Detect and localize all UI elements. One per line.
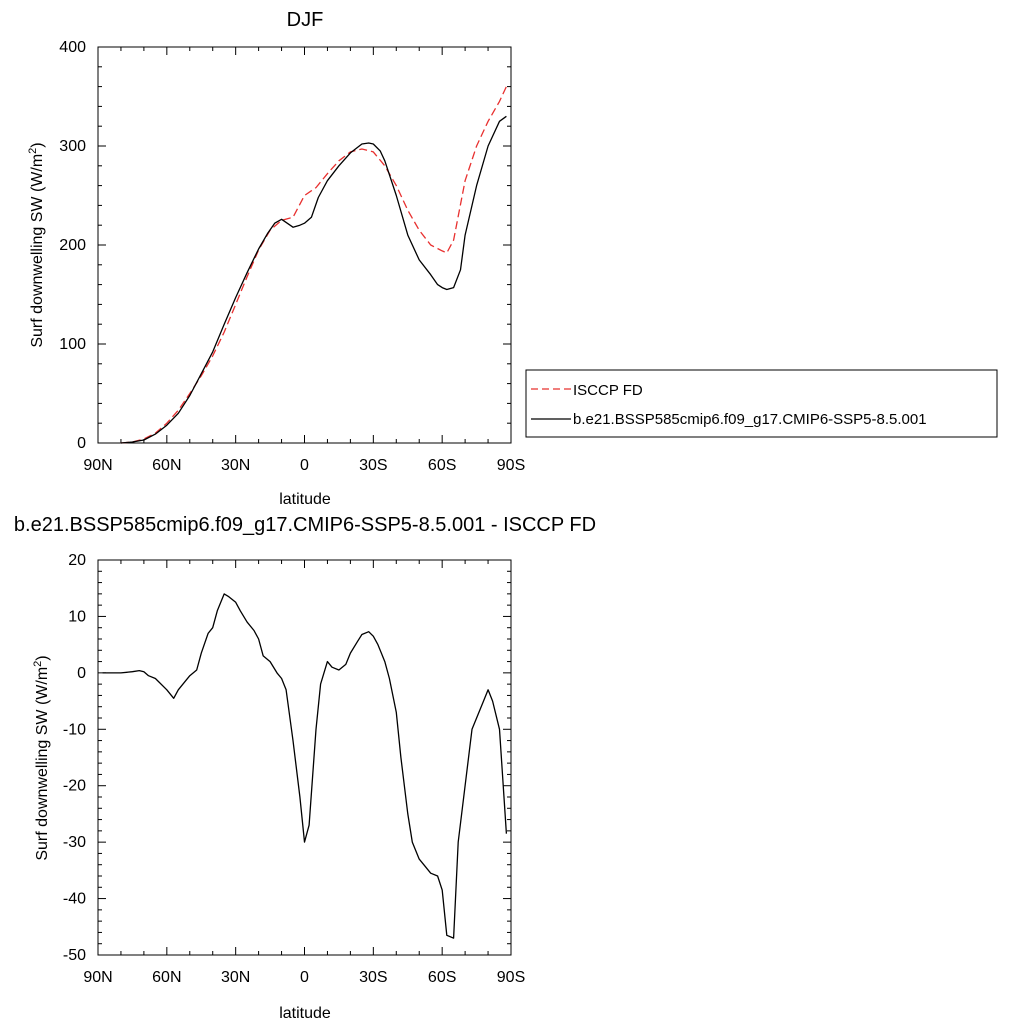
panel-bottom-y-axis-title: Surf downwelling SW (W/m2) [32, 655, 51, 860]
panel-top-y-tick-label: 100 [59, 336, 86, 353]
panel-bottom-y-axis-title-main: Surf downwelling SW (W/m [34, 667, 51, 861]
panel-bottom-y-axis-title-sup: 2 [32, 661, 44, 667]
legend-label-isccp: ISCCP FD [573, 382, 643, 399]
panel-bottom-plot-frame [97, 559, 512, 956]
panel-bottom-x-tick-label: 30N [221, 969, 250, 986]
panel-bottom-x-axis-title: latitude [279, 1005, 331, 1022]
legend-label-model: b.e21.BSSP585cmip6.f09_g17.CMIP6-SSP5-8.… [573, 411, 927, 428]
panel-top-x-axis-title: latitude [279, 491, 331, 508]
panel-bottom-series-line-0 [102, 593, 508, 939]
panel-top-x-tick-label: 0 [300, 457, 309, 474]
panel-bottom-x-tick-label: 90N [83, 969, 112, 986]
panel-bottom-y-tick-label: -40 [63, 891, 86, 908]
panel-top-y-axis-title-main: Surf downwelling SW (W/m [29, 154, 46, 348]
panel-bottom-y-tick-label: 0 [77, 665, 86, 682]
panel-bottom-x-tick-label: 60N [152, 969, 181, 986]
panel-top-y-axis-title-close: ) [29, 142, 46, 147]
panel-top-series-line-0 [120, 86, 507, 444]
panel-bottom-x-tick-label: 90S [497, 969, 525, 986]
panel-top-x-tick-label: 60N [152, 457, 181, 474]
panel-bottom-y-tick-label: -20 [63, 778, 86, 795]
panel-bottom-y-tick-label: -10 [63, 721, 86, 738]
panel-bottom-title: b.e21.BSSP585cmip6.f09_g17.CMIP6-SSP5-8.… [14, 514, 596, 536]
panel-top-x-tick-label: 30S [359, 457, 387, 474]
panel-bottom-x-tick-label: 0 [300, 969, 309, 986]
panel-bottom: b.e21.BSSP585cmip6.f09_g17.CMIP6-SSP5-8.… [14, 514, 596, 1022]
panel-top-series-line-1 [120, 115, 507, 444]
panel-top-y-tick-label: 200 [59, 237, 86, 254]
panel-bottom-y-tick-label: 20 [68, 552, 86, 569]
panel-top-x-tick-label: 30N [221, 457, 250, 474]
panel-top-x-tick-label: 90N [83, 457, 112, 474]
panel-bottom-y-axis-title-close: ) [34, 655, 51, 660]
legend-box [525, 369, 998, 438]
panel-bottom-y-tick-label: -50 [63, 947, 86, 964]
panel-top-y-axis-title: Surf downwelling SW (W/m2) [27, 142, 46, 347]
panel-top-y-tick-label: 300 [59, 138, 86, 155]
panel-top-y-axis-title-sup: 2 [27, 148, 39, 154]
panel-bottom-y-tick-label: 10 [68, 608, 86, 625]
panel-top: DJF 90N 60N 30N 0 30S 60S 90S 0 100 200 300 400 lat… [27, 9, 525, 508]
panel-top-plot-frame [97, 46, 512, 444]
panel-top-y-tick-label: 0 [77, 435, 86, 452]
panel-bottom-x-tick-label: 60S [428, 969, 456, 986]
panel-top-x-tick-label: 60S [428, 457, 456, 474]
panel-top-x-tick-label: 90S [497, 457, 525, 474]
panel-bottom-y-tick-label: -30 [63, 834, 86, 851]
panel-top-title: DJF [287, 9, 324, 31]
panel-bottom-x-tick-label: 30S [359, 969, 387, 986]
panel-top-y-tick-label: 400 [59, 39, 86, 56]
legend: ISCCP FD b.e21.BSSP585cmip6.f09_g17.CMIP… [525, 369, 998, 438]
